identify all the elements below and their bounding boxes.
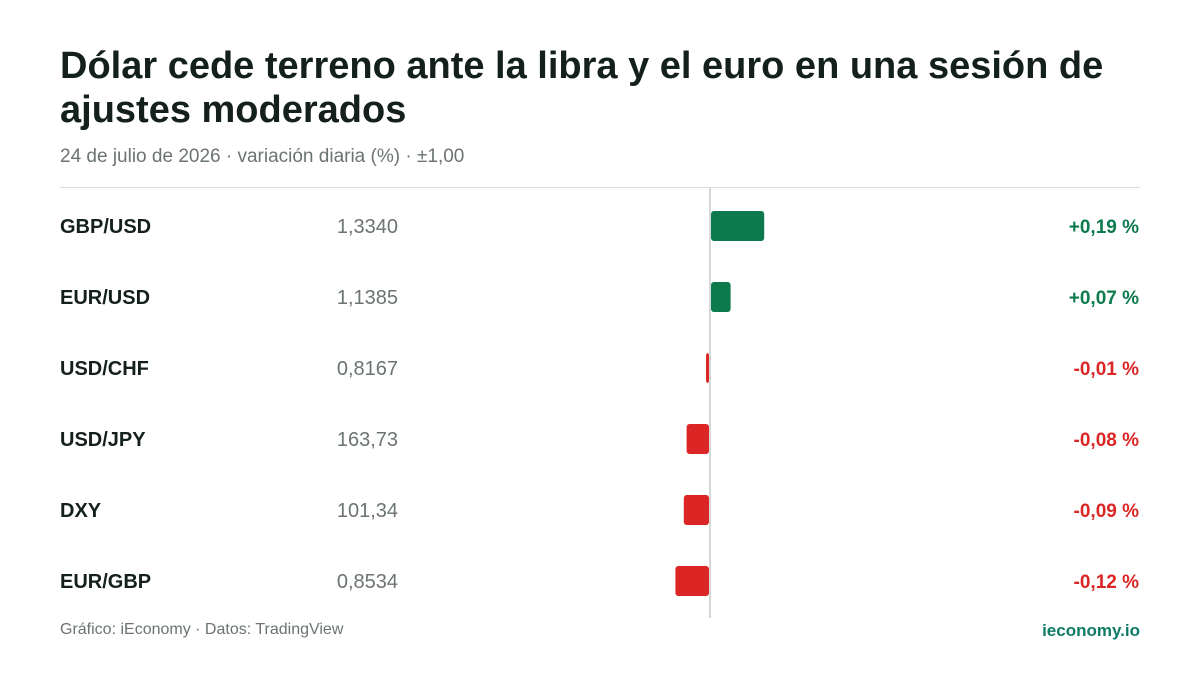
change-bar: [686, 424, 709, 454]
change-bar: [711, 282, 731, 312]
row-pair-label: EUR/GBP: [60, 571, 151, 593]
row-price-value: 1,3340: [337, 216, 398, 238]
row-change-label: +0,07 %: [1069, 288, 1139, 309]
row-price-value: 163,73: [337, 429, 398, 451]
change-bar: [706, 353, 709, 383]
bar-chart: GBP/USD 1,3340 +0,19 % EUR/USD 1,1385 +0,07 %…: [60, 188, 1140, 618]
source-credit: Gráfico: iEconomy · Datos: TradingView: [60, 621, 344, 638]
row-change-label: -0,01 %: [1074, 359, 1140, 380]
row-price-value: 0,8534: [337, 571, 398, 593]
row-pair-label: USD/JPY: [60, 429, 146, 451]
change-bar: [683, 495, 709, 525]
change-bar: [711, 211, 765, 241]
row-price-value: 101,34: [337, 500, 398, 522]
row-price-value: 1,1385: [337, 287, 398, 309]
row-change-label: -0,08 %: [1074, 430, 1140, 451]
change-bar: [675, 566, 709, 596]
row-change-label: -0,12 %: [1074, 572, 1140, 593]
row-change-label: +0,19 %: [1069, 217, 1139, 238]
row-price-value: 0,8167: [337, 358, 398, 380]
brand-link[interactable]: ieconomy.io: [1042, 621, 1140, 640]
row-change-label: -0,09 %: [1074, 501, 1140, 522]
header-divider: [60, 187, 1140, 188]
chart-title: Dólar cede terreno ante la libra y el eu…: [60, 45, 1104, 131]
row-pair-label: DXY: [60, 500, 102, 522]
row-pair-label: EUR/USD: [60, 287, 150, 309]
chart-subtitle: 24 de julio de 2026 · variación diaria (…: [60, 146, 465, 167]
row-pair-label: GBP/USD: [60, 216, 151, 238]
row-pair-label: USD/CHF: [60, 358, 149, 380]
